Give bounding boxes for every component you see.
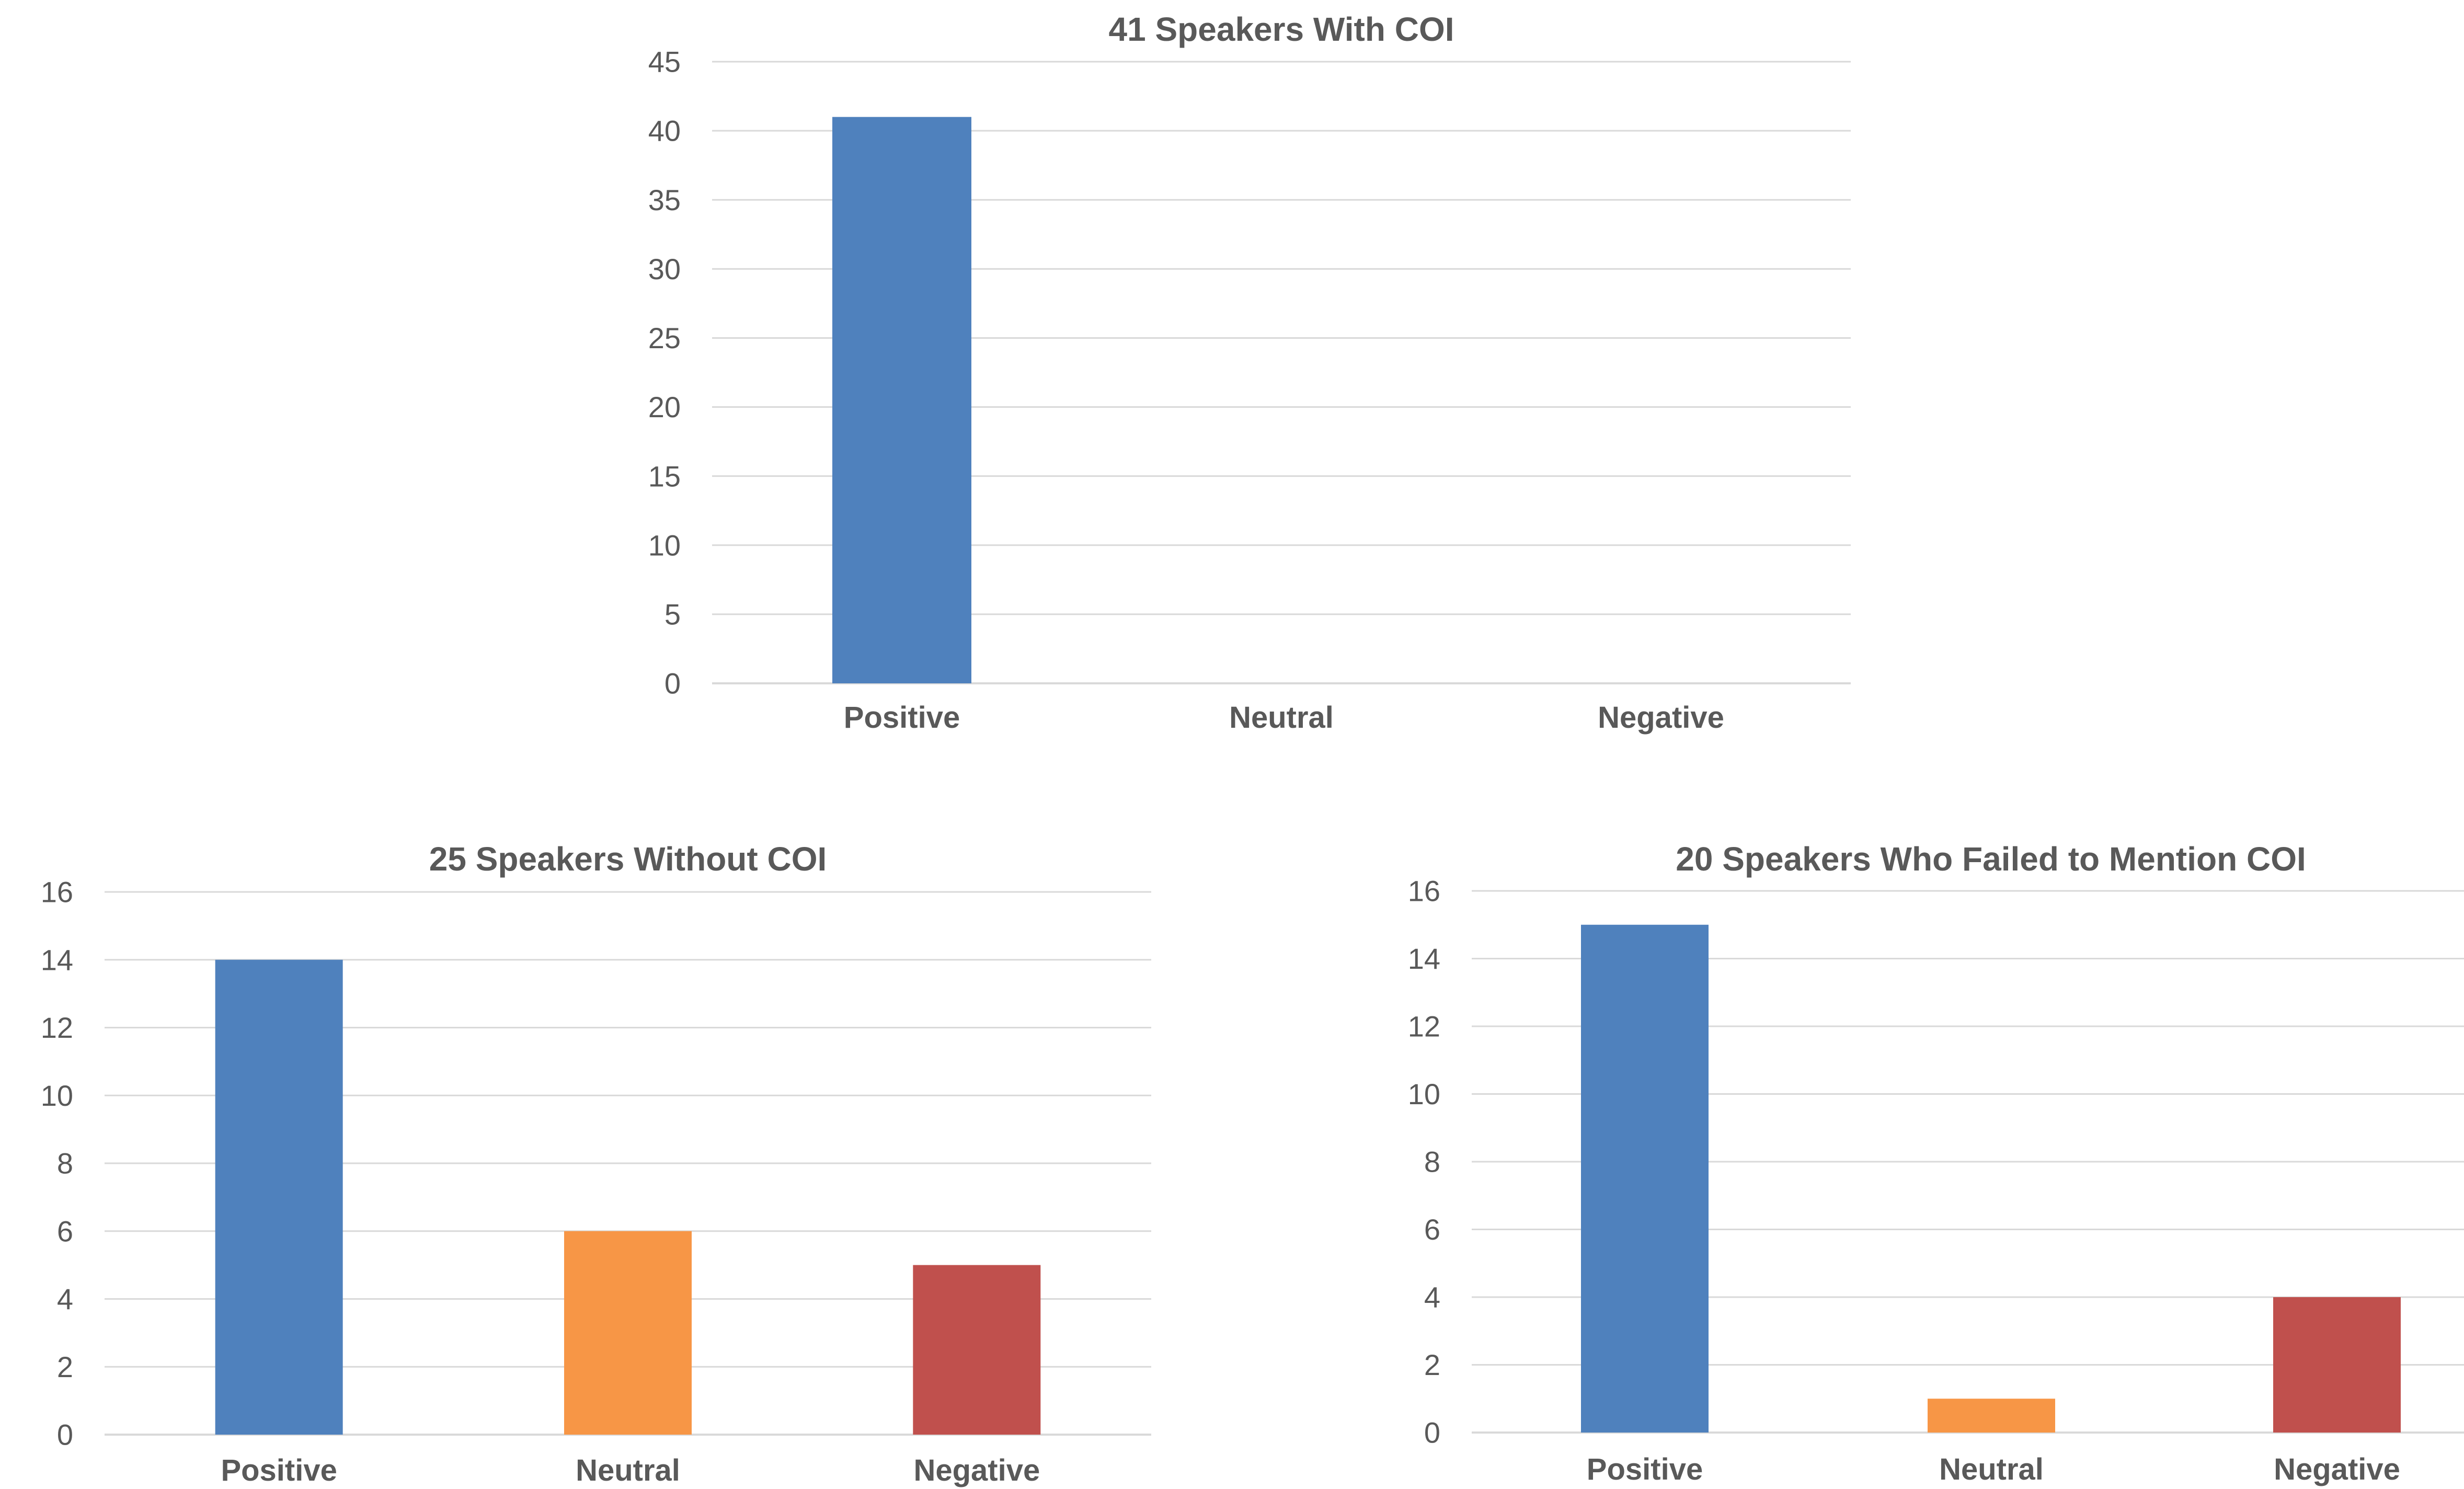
category-label-positive: Positive: [1587, 1452, 1703, 1486]
y-tick-label: 40: [648, 114, 681, 147]
y-tick-label: 25: [648, 322, 681, 354]
bar-positive: [215, 960, 343, 1435]
bar-neutral: [1928, 1399, 2055, 1433]
y-tick-label: 5: [664, 598, 681, 631]
category-label-positive: Positive: [221, 1453, 337, 1487]
y-tick-label: 10: [648, 529, 681, 562]
y-tick-label: 45: [648, 45, 681, 78]
y-tick-label: 0: [664, 667, 681, 700]
bar-positive: [1581, 925, 1709, 1433]
y-tick-label: 35: [648, 184, 681, 216]
y-tick-label: 6: [1424, 1213, 1440, 1246]
y-tick-label: 16: [1408, 875, 1440, 908]
chart-title: 25 Speakers Without COI: [429, 840, 827, 878]
category-label-negative: Negative: [2274, 1452, 2400, 1486]
bar-positive: [832, 117, 971, 683]
y-tick-label: 30: [648, 253, 681, 285]
y-tick-label: 12: [1408, 1010, 1440, 1043]
y-tick-label: 4: [57, 1282, 73, 1315]
chart-2: 0 2 4 6 8 10 12 14 16 Positive Neutral Negative 25 S…: [41, 840, 1151, 1487]
y-tick-label: 4: [1424, 1281, 1440, 1314]
bar-negative: [913, 1265, 1040, 1435]
category-label-negative: Negative: [1598, 701, 1724, 735]
y-tick-label: 14: [1408, 942, 1440, 975]
y-tick-label: 20: [648, 391, 681, 423]
category-label-negative: Negative: [913, 1453, 1040, 1487]
chart-title: 41 Speakers With COI: [1109, 10, 1454, 48]
chart-3: 0 2 4 6 8 10 12 14 16 Positive Neutral Negative 20 S…: [1408, 840, 2464, 1486]
category-label-neutral: Neutral: [1229, 701, 1334, 735]
y-tick-label: 2: [1424, 1348, 1440, 1381]
category-label-neutral: Neutral: [1939, 1452, 2044, 1486]
chart-title: 20 Speakers Who Failed to Mention COI: [1676, 840, 2306, 878]
y-tick-label: 2: [57, 1350, 73, 1383]
y-tick-label: 14: [41, 943, 73, 976]
y-tick-label: 16: [41, 876, 73, 909]
bar-neutral: [564, 1231, 692, 1435]
y-tick-label: 6: [57, 1215, 73, 1247]
y-tick-label: 0: [57, 1418, 73, 1451]
y-tick-label: 0: [1424, 1416, 1440, 1449]
y-tick-label: 10: [41, 1079, 73, 1112]
y-tick-label: 8: [57, 1147, 73, 1180]
y-tick-label: 12: [41, 1011, 73, 1044]
category-label-positive: Positive: [844, 701, 960, 735]
y-tick-label: 15: [648, 460, 681, 492]
y-tick-label: 8: [1424, 1146, 1440, 1178]
category-label-neutral: Neutral: [576, 1453, 680, 1487]
bar-negative: [2273, 1297, 2401, 1433]
y-tick-label: 10: [1408, 1078, 1440, 1110]
chart-1: 0 5 10 15 20 25 30 35 40 45 Positive Neutral Negativ…: [648, 10, 1851, 735]
